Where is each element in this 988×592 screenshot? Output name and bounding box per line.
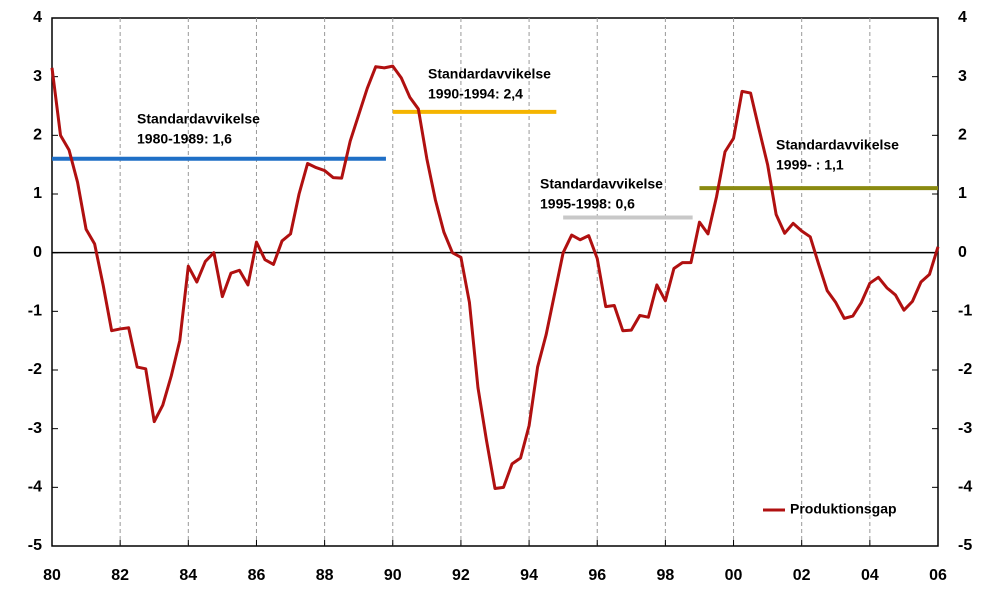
y-tick-label: 3 xyxy=(33,68,42,85)
y-tick-label: -1 xyxy=(28,303,42,320)
x-tick-label: 84 xyxy=(179,567,197,584)
x-tick-label: 80 xyxy=(43,567,61,584)
x-tick-label: 96 xyxy=(588,567,606,584)
x-tick-label: 90 xyxy=(384,567,402,584)
x-tick-label: 92 xyxy=(452,567,470,584)
annotation: 1999- : 1,1 xyxy=(776,157,844,173)
y2-tick-label: -4 xyxy=(958,479,972,496)
y-tick-label: 0 xyxy=(33,244,42,261)
y-tick-label: -3 xyxy=(28,420,42,437)
annotation: 1990-1994: 2,4 xyxy=(428,86,523,102)
annotation: 1980-1989: 1,6 xyxy=(137,131,232,147)
y-tick-label: 4 xyxy=(33,9,42,26)
y-tick-label: 1 xyxy=(33,185,42,202)
y2-tick-label: 2 xyxy=(958,127,967,144)
annotation: Standardavvikelse xyxy=(776,137,899,153)
y-tick-label: -2 xyxy=(28,361,42,378)
y2-tick-label: -2 xyxy=(958,361,972,378)
annotation: Standardavvikelse xyxy=(540,176,663,192)
y2-tick-label: 4 xyxy=(958,9,967,26)
annotation: Standardavvikelse xyxy=(137,111,260,127)
x-tick-label: 00 xyxy=(725,567,743,584)
y2-tick-label: -3 xyxy=(958,420,972,437)
y2-tick-label: 3 xyxy=(958,68,967,85)
x-tick-label: 88 xyxy=(316,567,334,584)
annotation: Standardavvikelse xyxy=(428,66,551,82)
y-tick-label: -4 xyxy=(28,479,42,496)
y-tick-label: 2 xyxy=(33,127,42,144)
x-tick-label: 98 xyxy=(656,567,674,584)
y2-tick-label: -5 xyxy=(958,537,972,554)
y2-tick-label: -1 xyxy=(958,303,972,320)
y2-tick-label: 0 xyxy=(958,244,967,261)
x-tick-label: 04 xyxy=(861,567,879,584)
annotation: 1995-1998: 0,6 xyxy=(540,196,635,212)
plot-area xyxy=(51,17,939,547)
y2-tick-label: 1 xyxy=(958,185,967,202)
x-tick-label: 82 xyxy=(111,567,129,584)
x-tick-label: 86 xyxy=(248,567,266,584)
x-tick-label: 94 xyxy=(520,567,538,584)
data-line xyxy=(50,64,940,491)
x-tick-label: 06 xyxy=(929,567,947,584)
x-tick-label: 02 xyxy=(793,567,811,584)
legend-label: Produktionsgap xyxy=(790,501,897,517)
y-tick-label: -5 xyxy=(28,537,42,554)
